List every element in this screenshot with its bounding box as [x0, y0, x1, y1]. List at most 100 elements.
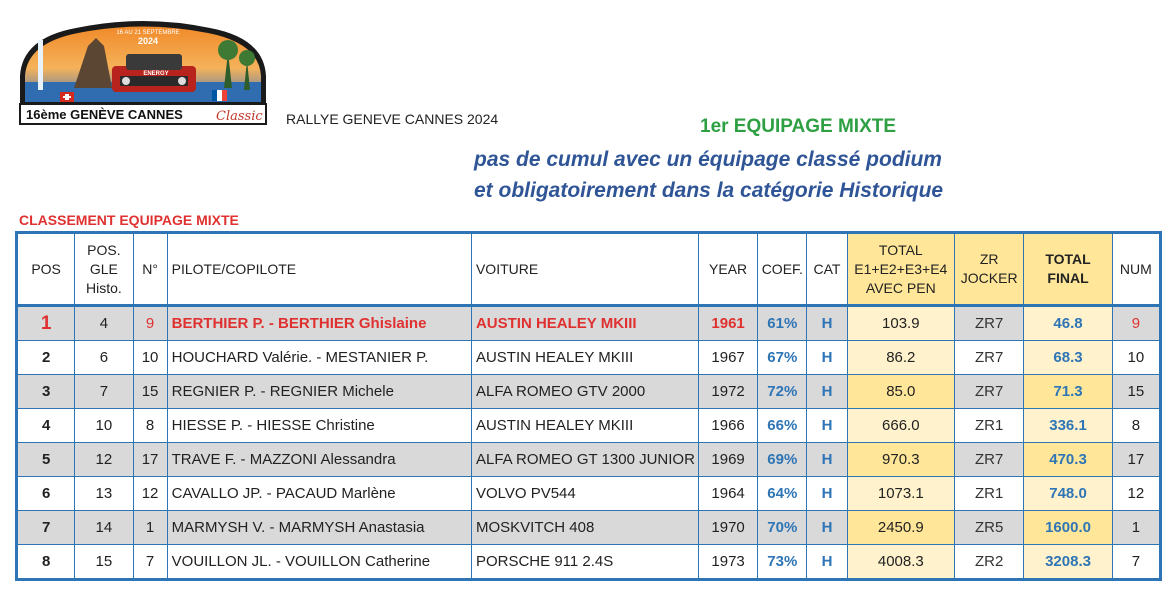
rally-plate-logo: 16 AU 21 SEPTEMBRE 2024 ENERGY 16ème GEN…	[19, 21, 267, 125]
logo-edition: 16ème GENÈVE CANNES	[26, 107, 183, 122]
cell-pos: 1	[15, 305, 76, 341]
table-row: 7 14 1 MARMYSH V. - MARMYSH Anastasia MO…	[15, 510, 1162, 545]
table-row: 8 15 7 VOUILLON JL. - VOUILLON Catherine…	[15, 544, 1162, 580]
table-header-row: POS POS. GLE Histo. N° PILOTE/COPILOTE V…	[15, 232, 1162, 306]
cell-pos: 7	[15, 510, 76, 545]
cell-final: 71.3	[1023, 374, 1113, 409]
table-row: 4 10 8 HIESSE P. - HIESSE Christine AUST…	[15, 408, 1162, 443]
cell-num: 1	[1111, 510, 1162, 545]
cell-pos: 3	[15, 374, 76, 409]
cell-pilote: HIESSE P. - HIESSE Christine	[166, 408, 472, 443]
col-header-pos-gle-line-1: POS.	[87, 241, 121, 258]
cell-n: 8	[132, 408, 168, 443]
cell-num: 10	[1111, 340, 1162, 375]
col-header-total: TOTAL E1+E2+E3+E4 AVEC PEN	[846, 232, 956, 306]
table-row: 1 4 9 BERTHIER P. - BERTHIER Ghislaine A…	[15, 305, 1162, 341]
cell-year: 1966	[697, 408, 759, 443]
cell-zr: ZR7	[954, 340, 1025, 375]
cell-year: 1967	[697, 340, 759, 375]
cell-cat: H	[806, 305, 848, 341]
cell-final: 748.0	[1023, 476, 1113, 511]
col-header-cat: CAT	[806, 232, 848, 306]
cell-cat: H	[806, 340, 848, 375]
col-header-zr-line-1: ZR	[979, 251, 999, 267]
cell-coef: 73%	[757, 544, 808, 580]
results-table: POS POS. GLE Histo. N° PILOTE/COPILOTE V…	[15, 231, 1162, 581]
cell-gle: 10	[74, 408, 134, 443]
cell-year: 1970	[697, 510, 759, 545]
cell-n: 9	[132, 305, 168, 341]
logo-dates: 16 AU 21 SEPTEMBRE	[116, 30, 179, 36]
cell-gle: 15	[74, 544, 134, 580]
col-header-pos-gle-line-3: Histo.	[85, 279, 122, 296]
cell-pos: 5	[15, 442, 76, 477]
cell-pos: 4	[15, 408, 76, 443]
cell-pilote: REGNIER P. - REGNIER Michele	[166, 374, 472, 409]
cell-total: 1073.1	[846, 476, 956, 511]
subtitle-line-2: et obligatoirement dans la catégorie His…	[474, 179, 944, 202]
cell-total: 85.0	[846, 374, 956, 409]
table-row: 3 7 15 REGNIER P. - REGNIER Michele ALFA…	[15, 374, 1162, 409]
cell-num: 9	[1111, 305, 1162, 341]
cell-zr: ZR2	[954, 544, 1025, 580]
cell-voiture: AUSTIN HEALEY MKIII	[470, 305, 699, 341]
cell-n: 12	[132, 476, 168, 511]
cell-cat: H	[806, 476, 848, 511]
cell-pilote: MARMYSH V. - MARMYSH Anastasia	[166, 510, 472, 545]
cell-coef: 72%	[757, 374, 808, 409]
col-header-year: YEAR	[697, 232, 759, 306]
cell-zr: ZR7	[954, 442, 1025, 477]
table-row: 2 6 10 HOUCHARD Valérie. - MESTANIER P. …	[15, 340, 1162, 375]
cell-total: 970.3	[846, 442, 956, 477]
cell-pilote: VOUILLON JL. - VOUILLON Catherine	[166, 544, 472, 580]
cell-voiture: PORSCHE 911 2.4S	[470, 544, 699, 580]
cell-total: 4008.3	[846, 544, 956, 580]
col-header-voiture: VOITURE	[470, 232, 699, 306]
cell-pos: 8	[15, 544, 76, 580]
cell-pos: 2	[15, 340, 76, 375]
cell-coef: 66%	[757, 408, 808, 443]
cell-coef: 61%	[757, 305, 808, 341]
cell-zr: ZR7	[954, 305, 1025, 341]
col-header-pos-gle: POS. GLE Histo.	[74, 232, 134, 306]
cell-cat: H	[806, 510, 848, 545]
cell-coef: 69%	[757, 442, 808, 477]
cell-num: 15	[1111, 374, 1162, 409]
cell-zr: ZR5	[954, 510, 1025, 545]
cell-year: 1969	[697, 442, 759, 477]
cell-gle: 7	[74, 374, 134, 409]
col-header-zr: ZR JOCKER	[954, 232, 1025, 306]
cell-year: 1964	[697, 476, 759, 511]
cell-total: 2450.9	[846, 510, 956, 545]
col-header-pilote: PILOTE/COPILOTE	[166, 232, 472, 306]
cell-voiture: VOLVO PV544	[470, 476, 699, 511]
page-title: 1er EQUIPAGE MIXTE	[700, 116, 897, 137]
col-header-final-line-2: FINAL	[1047, 270, 1089, 286]
cell-num: 8	[1111, 408, 1162, 443]
cell-zr: ZR7	[954, 374, 1025, 409]
cell-pilote: TRAVE F. - MAZZONI Alessandra	[166, 442, 472, 477]
cell-pilote: HOUCHARD Valérie. - MESTANIER P.	[166, 340, 472, 375]
cell-num: 7	[1111, 544, 1162, 580]
cell-final: 68.3	[1023, 340, 1113, 375]
cell-voiture: ALFA ROMEO GTV 2000	[470, 374, 699, 409]
col-header-pos-gle-line-2: GLE	[89, 260, 118, 277]
logo-classic: Classic	[216, 109, 263, 124]
cell-final: 470.3	[1023, 442, 1113, 477]
col-header-zr-line-2: JOCKER	[960, 270, 1018, 286]
cell-final: 3208.3	[1023, 544, 1113, 580]
cell-n: 1	[132, 510, 168, 545]
cell-pilote: CAVALLO JP. - PACAUD Marlène	[166, 476, 472, 511]
cell-gle: 14	[74, 510, 134, 545]
cell-gle: 12	[74, 442, 134, 477]
cell-total: 103.9	[846, 305, 956, 341]
cell-n: 10	[132, 340, 168, 375]
cell-cat: H	[806, 408, 848, 443]
logo-sponsor: ENERGY	[143, 71, 168, 77]
col-header-total-line-1: TOTAL	[878, 241, 923, 258]
col-header-pos: POS	[15, 232, 76, 306]
cell-n: 17	[132, 442, 168, 477]
cell-pilote: BERTHIER P. - BERTHIER Ghislaine	[166, 305, 472, 341]
cell-coef: 67%	[757, 340, 808, 375]
cell-num: 12	[1111, 476, 1162, 511]
